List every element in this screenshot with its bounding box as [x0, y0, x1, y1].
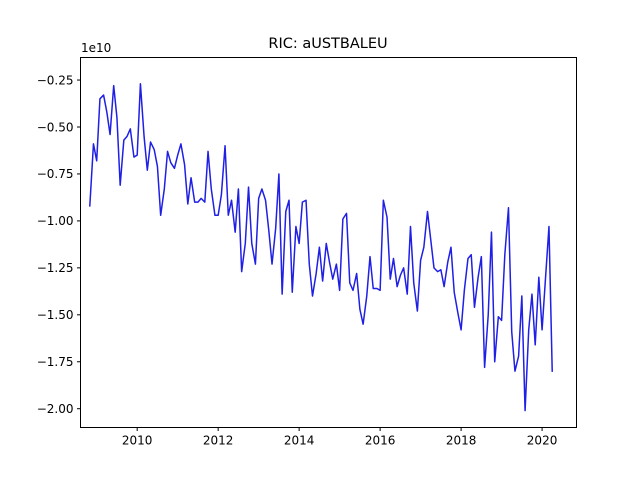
x-axis: 2010 2012 2014 2016 2018 2020 — [122, 427, 558, 448]
y-tick-label: −2.00 — [37, 402, 74, 416]
y-tick-label: −0.50 — [37, 120, 74, 134]
chart-title: RIC: aUSTBALEU — [268, 36, 387, 52]
y-axis: −0.25 −0.50 −0.75 −1.00 −1.25 −1.50 −1.75 −2.00 — [37, 73, 81, 416]
plot-frame — [80, 57, 577, 428]
x-tick-label: 2016 — [365, 434, 396, 448]
y-tick-label: −1.75 — [37, 355, 74, 369]
x-tick-label: 2020 — [527, 434, 558, 448]
x-tick-label: 2012 — [203, 434, 234, 448]
series-layer — [89, 83, 553, 412]
y-tick-label: −0.25 — [37, 73, 74, 87]
y-offset-label: 1e10 — [81, 41, 111, 55]
y-tick-label: −0.75 — [37, 167, 74, 181]
x-tick-label: 2010 — [122, 434, 153, 448]
y-tick-label: −1.50 — [37, 308, 74, 322]
x-tick-label: 2014 — [284, 434, 315, 448]
y-tick-label: −1.25 — [37, 261, 74, 275]
x-tick-label: 2018 — [446, 434, 477, 448]
y-tick-label: −1.00 — [37, 214, 74, 228]
series-line-0 — [89, 83, 553, 412]
